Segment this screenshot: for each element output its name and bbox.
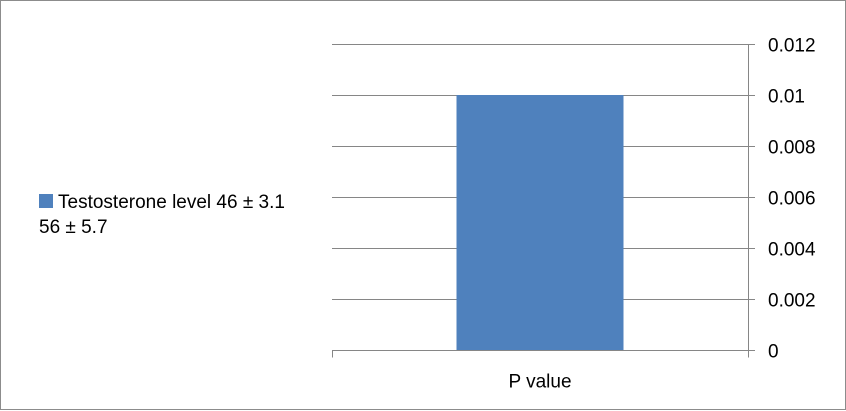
y-tick-label: 0.002	[768, 291, 816, 312]
y-tick-label: 0.01	[768, 87, 805, 108]
y-tick-label: 0.012	[768, 36, 816, 57]
y-tick-label: 0.006	[768, 189, 816, 210]
legend: Testosterone level 46 ± 3.1 56 ± 5.7	[39, 190, 309, 240]
axes	[332, 44, 755, 358]
y-tick-label: 0.008	[768, 138, 816, 159]
x-category-label: P value	[508, 372, 571, 393]
bars	[456, 95, 624, 350]
legend-swatch	[39, 194, 53, 208]
legend-label: Testosterone level 46 ± 3.1 56 ± 5.7	[39, 192, 296, 238]
y-tick-label: 0.004	[768, 240, 816, 261]
y-tick-label: 0	[768, 342, 779, 363]
tick-labels: 0 0.002 0.004 0.006 0.008 0.01 0.012 P value	[508, 36, 815, 393]
bar	[456, 95, 624, 350]
